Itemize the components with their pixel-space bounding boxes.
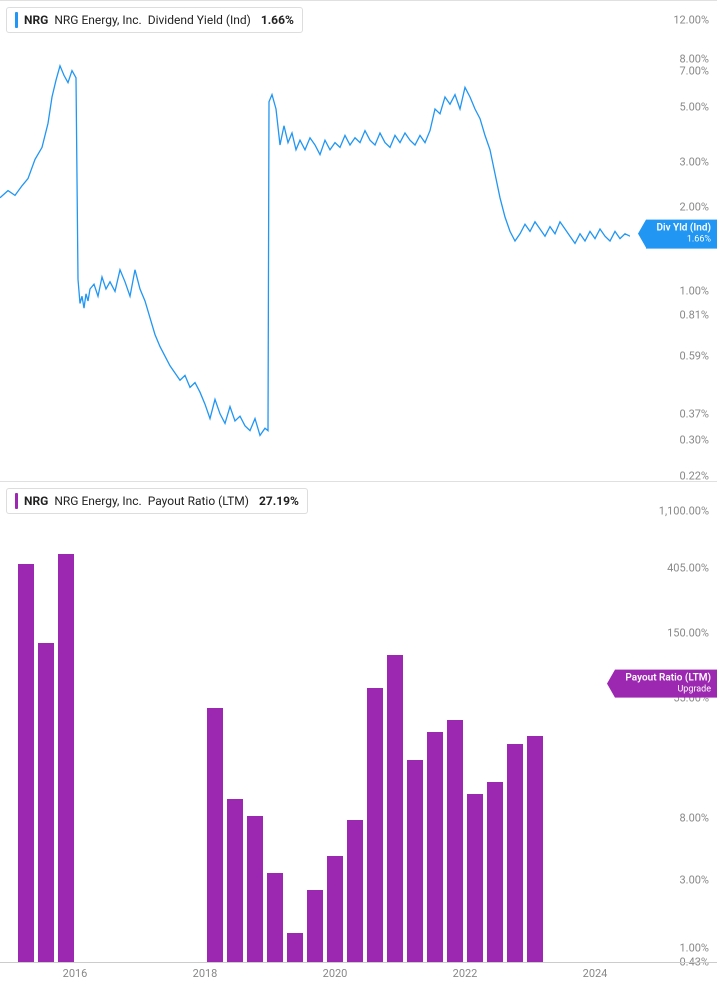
bar[interactable] — [58, 554, 74, 962]
x-tick-label: 2022 — [453, 967, 478, 980]
y-tick-label: 0.30% — [679, 434, 709, 447]
x-tick-label: 2024 — [583, 967, 608, 980]
bar[interactable] — [507, 744, 523, 962]
flag-upgrade-label: Upgrade — [625, 684, 711, 695]
y-tick-label: 3.00% — [679, 155, 709, 168]
company-name: NRG Energy, Inc. — [54, 494, 141, 508]
ticker-symbol: NRG — [24, 494, 48, 508]
bar[interactable] — [38, 643, 54, 962]
payout-ratio-panel: NRG NRG Energy, Inc. Payout Ratio (LTM) … — [0, 481, 717, 962]
payout-chart-area[interactable]: 1,100.00%405.00%150.00%55.00%8.00%3.00%1… — [0, 482, 717, 962]
payout-bar-plot — [0, 482, 630, 962]
company-name: NRG Energy, Inc. — [54, 13, 141, 27]
current-value-flag[interactable]: Payout Ratio (LTM) Upgrade — [615, 669, 717, 698]
y-tick-label: 150.00% — [667, 627, 709, 640]
metric-name: Payout Ratio (LTM) — [148, 494, 249, 508]
y-axis: 1,100.00%405.00%150.00%55.00%8.00%3.00%1… — [642, 482, 717, 962]
y-tick-label: 12.00% — [673, 14, 709, 27]
flag-title: Div Yld (Ind) — [656, 222, 711, 233]
y-tick-label: 1.00% — [679, 285, 709, 298]
metric-name: Dividend Yield (Ind) — [148, 13, 251, 27]
bar[interactable] — [207, 708, 223, 962]
metric-value: 27.19% — [259, 494, 299, 508]
dividend-yield-panel: NRG NRG Energy, Inc. Dividend Yield (Ind… — [0, 0, 717, 481]
y-tick-label: 1,100.00% — [659, 504, 709, 517]
ticker-symbol: NRG — [24, 13, 48, 27]
bar[interactable] — [467, 794, 483, 962]
panel-header: NRG NRG Energy, Inc. Dividend Yield (Ind… — [6, 7, 303, 33]
y-tick-label: 3.00% — [679, 874, 709, 887]
panel-header: NRG NRG Energy, Inc. Payout Ratio (LTM) … — [6, 488, 308, 514]
y-tick-label: 2.00% — [679, 201, 709, 214]
x-tick-label: 2018 — [193, 967, 218, 980]
bar[interactable] — [247, 816, 263, 962]
bar[interactable] — [307, 890, 323, 962]
bar[interactable] — [527, 736, 543, 962]
y-tick-label: 7.00% — [679, 64, 709, 77]
header-color-bar — [15, 493, 18, 509]
y-tick-label: 405.00% — [667, 562, 709, 575]
bar[interactable] — [347, 820, 363, 962]
y-tick-label: 1.00% — [679, 941, 709, 954]
flag-value: 1.66% — [656, 234, 711, 245]
flag-title: Payout Ratio (LTM) — [625, 672, 711, 683]
x-tick-label: 2016 — [63, 967, 88, 980]
bar[interactable] — [387, 655, 403, 962]
metric-value: 1.66% — [261, 13, 294, 27]
bar[interactable] — [287, 933, 303, 962]
dividend-line-plot — [0, 1, 630, 481]
y-tick-label: 5.00% — [679, 100, 709, 113]
bar[interactable] — [18, 564, 34, 962]
dividend-chart-area[interactable]: 12.00%8.00%7.00%5.00%3.00%2.00%1.00%0.81… — [0, 1, 717, 481]
current-value-flag[interactable]: Div Yld (Ind) 1.66% — [646, 219, 717, 248]
bar[interactable] — [227, 799, 243, 962]
bar[interactable] — [427, 732, 443, 962]
x-tick-label: 2020 — [323, 967, 348, 980]
y-tick-label: 0.37% — [679, 407, 709, 420]
bar[interactable] — [327, 856, 343, 962]
bar[interactable] — [447, 720, 463, 962]
y-tick-label: 8.00% — [679, 812, 709, 825]
bar[interactable] — [487, 782, 503, 962]
bar[interactable] — [367, 688, 383, 962]
bar[interactable] — [267, 873, 283, 962]
y-tick-label: 0.81% — [679, 309, 709, 322]
y-tick-label: 0.59% — [679, 350, 709, 363]
x-axis: 2016 2018 2020 2022 2024 — [0, 962, 717, 984]
bar[interactable] — [407, 760, 423, 962]
header-color-bar — [15, 12, 18, 28]
